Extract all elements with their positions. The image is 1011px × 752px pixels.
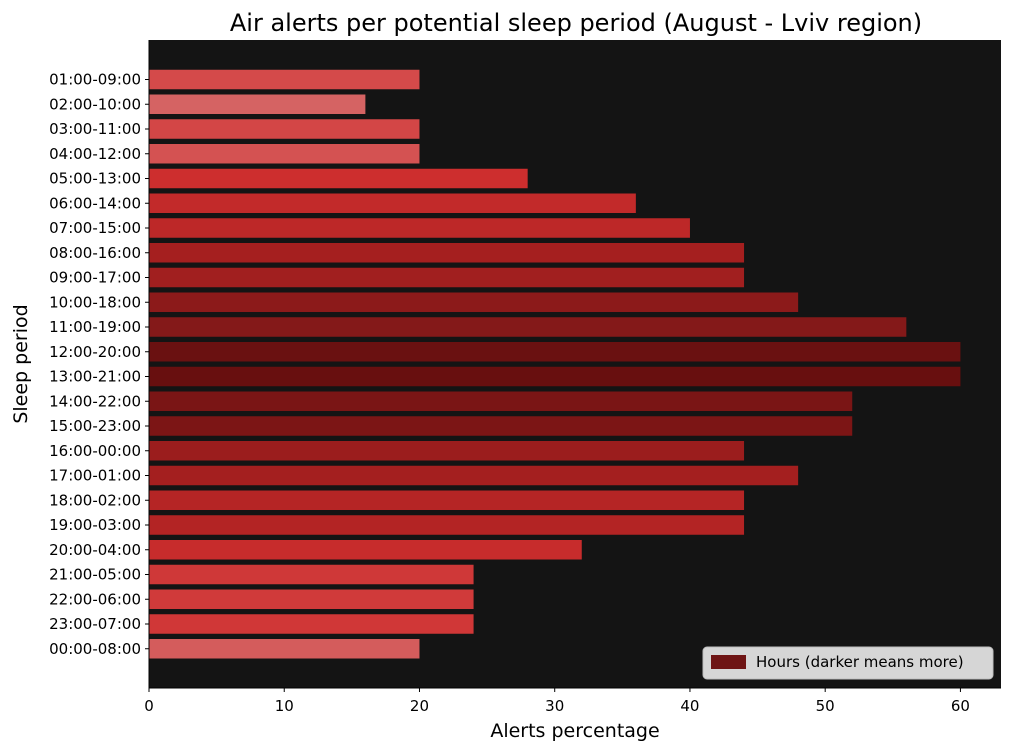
x-axis-label: Alerts percentage xyxy=(490,720,659,742)
bar-16:00-00:00 xyxy=(149,441,745,461)
bar-06:00-14:00 xyxy=(149,193,636,213)
y-tick-label: 01:00-09:00 xyxy=(49,71,141,89)
y-tick-label: 18:00-02:00 xyxy=(49,491,141,509)
bar-23:00-07:00 xyxy=(149,614,474,634)
y-tick-label: 15:00-23:00 xyxy=(49,417,141,435)
y-tick-label: 16:00-00:00 xyxy=(49,442,141,460)
bars-group xyxy=(149,69,961,659)
y-tick-label: 12:00-20:00 xyxy=(49,343,141,361)
bar-02:00-10:00 xyxy=(149,94,366,114)
y-tick-label: 05:00-13:00 xyxy=(49,170,141,188)
chart-title: Air alerts per potential sleep period (A… xyxy=(230,9,922,37)
y-tick-label: 13:00-21:00 xyxy=(49,368,141,386)
y-tick-label: 02:00-10:00 xyxy=(49,95,141,113)
y-tick-label: 21:00-05:00 xyxy=(49,566,141,584)
legend: Hours (darker means more) xyxy=(702,646,994,680)
bar-18:00-02:00 xyxy=(149,490,745,510)
bar-03:00-11:00 xyxy=(149,119,420,139)
bar-14:00-22:00 xyxy=(149,391,853,411)
y-tick-label: 17:00-01:00 xyxy=(49,467,141,485)
y-tick-label: 22:00-06:00 xyxy=(49,590,141,608)
bar-13:00-21:00 xyxy=(149,366,961,387)
y-tick-label: 03:00-11:00 xyxy=(49,120,141,138)
y-tick-label: 04:00-12:00 xyxy=(49,145,141,163)
y-tick-label: 19:00-03:00 xyxy=(49,516,141,534)
y-tick-label: 20:00-04:00 xyxy=(49,541,141,559)
legend-box xyxy=(702,646,994,680)
x-tick-label: 30 xyxy=(545,697,564,715)
x-tick-labels: 0 10 20 30 40 50 60 xyxy=(144,688,970,715)
x-tick-label: 50 xyxy=(816,697,835,715)
legend-swatch xyxy=(711,655,746,669)
x-tick-label: 10 xyxy=(275,697,294,715)
bar-01:00-09:00 xyxy=(149,69,420,90)
y-tick-label: 08:00-16:00 xyxy=(49,244,141,262)
bar-05:00-13:00 xyxy=(149,168,528,189)
bar-10:00-18:00 xyxy=(149,292,799,312)
y-axis-label: Sleep period xyxy=(10,304,32,423)
bar-21:00-05:00 xyxy=(149,564,474,585)
y-tick-label: 07:00-15:00 xyxy=(49,219,141,237)
bar-07:00-15:00 xyxy=(149,218,690,238)
y-tick-label: 23:00-07:00 xyxy=(49,615,141,633)
y-tick-label: 14:00-22:00 xyxy=(49,392,141,410)
bar-11:00-19:00 xyxy=(149,317,907,337)
y-tick-label: 09:00-17:00 xyxy=(49,269,141,287)
x-tick-label: 40 xyxy=(680,697,699,715)
bar-17:00-01:00 xyxy=(149,465,799,486)
y-tick-label: 11:00-19:00 xyxy=(49,318,141,336)
bar-15:00-23:00 xyxy=(149,416,853,436)
legend-label: Hours (darker means more) xyxy=(756,653,964,671)
y-tick-label: 10:00-18:00 xyxy=(49,293,141,311)
y-tick-labels: 01:00-09:00 02:00-10:00 03:00-11:00 04:00-1… xyxy=(49,71,149,658)
x-tick-label: 0 xyxy=(144,697,154,715)
bar-00:00-08:00 xyxy=(149,639,420,659)
x-tick-label: 20 xyxy=(410,697,429,715)
bar-08:00-16:00 xyxy=(149,243,745,263)
y-tick-label: 06:00-14:00 xyxy=(49,194,141,212)
bar-19:00-03:00 xyxy=(149,515,745,535)
bar-04:00-12:00 xyxy=(149,144,420,164)
x-tick-label: 60 xyxy=(951,697,970,715)
bar-12:00-20:00 xyxy=(149,342,961,362)
y-tick-label: 00:00-08:00 xyxy=(49,640,141,658)
bar-09:00-17:00 xyxy=(149,267,745,288)
bar-22:00-06:00 xyxy=(149,589,474,609)
bar-20:00-04:00 xyxy=(149,540,582,560)
